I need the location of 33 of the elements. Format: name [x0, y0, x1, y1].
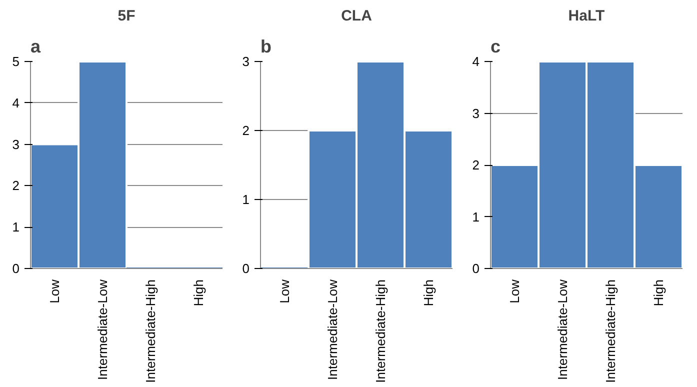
y-tick-label: 0	[472, 261, 480, 276]
y-tick-label: 1	[472, 209, 480, 224]
x-tick-label: Intermediate-Low	[95, 278, 110, 380]
y-tick-label: 4	[12, 95, 20, 110]
x-tick-label: Low	[277, 278, 292, 304]
y-tick-label: 2	[242, 123, 250, 138]
x-tick-label: Intermediate-High	[143, 280, 158, 383]
x-tick-label: Intermediate-High	[603, 280, 618, 383]
x-tick-label: Low	[47, 278, 62, 304]
text: c	[490, 36, 501, 56]
text: b	[260, 36, 272, 56]
x-tick-label: Intermediate-High	[373, 280, 388, 383]
y-tick-label: 2	[472, 158, 480, 172]
text: a	[30, 36, 42, 56]
y-tick-label: 1	[12, 220, 20, 235]
y-tick-label: 5	[12, 54, 20, 69]
x-tick-label: Low	[507, 278, 522, 304]
y-tick-label: 1	[242, 192, 250, 207]
chart-title: HaLT	[568, 8, 605, 24]
x-tick-label: Intermediate-Low	[325, 278, 340, 380]
chart-title: 5F	[118, 8, 136, 24]
x-tick-label: High	[191, 279, 206, 306]
y-tick-label: 3	[472, 106, 480, 121]
y-tick-label: 0	[242, 261, 250, 276]
y-tick-label: 0	[12, 261, 20, 276]
chart-title: CLA	[341, 8, 372, 24]
x-tick-label: High	[651, 279, 666, 306]
y-tick-label: 2	[12, 178, 20, 194]
y-tick-label: 3	[12, 136, 20, 152]
y-tick-label: 3	[242, 54, 250, 69]
x-tick-label: High	[421, 279, 436, 306]
y-tick-label: 4	[472, 54, 480, 69]
x-tick-label: Intermediate-Low	[555, 278, 570, 380]
